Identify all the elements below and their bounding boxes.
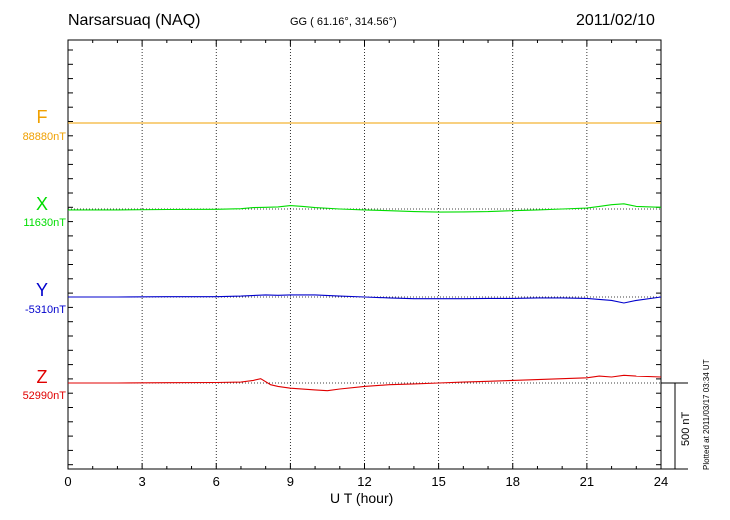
plotted-timestamp: Plotted at 2011/03/17 03:34 UT xyxy=(702,359,711,470)
date-label: 2011/02/10 xyxy=(576,12,655,29)
component-label-y: Y xyxy=(35,280,48,300)
x-tick-label: 15 xyxy=(431,474,445,489)
x-tick-label: 12 xyxy=(357,474,371,489)
component-label-x: X xyxy=(35,194,48,214)
series-y-line xyxy=(68,294,662,304)
x-tick-label: 6 xyxy=(213,474,220,489)
component-baseline-z: 52990nT xyxy=(22,390,66,402)
component-baseline-f: 88880nT xyxy=(22,131,66,143)
series-x-line xyxy=(68,203,662,213)
component-label-z: Z xyxy=(36,367,48,387)
coordinates-label: GG ( 61.16°, 314.56°) xyxy=(290,16,397,28)
x-tick-label: 3 xyxy=(139,474,146,489)
x-tick-label: 0 xyxy=(64,474,71,489)
x-tick-label: 24 xyxy=(654,474,668,489)
x-tick-label: 18 xyxy=(506,474,520,489)
series-z-line xyxy=(68,374,662,392)
x-axis-label: U T (hour) xyxy=(330,490,394,506)
plot-frame xyxy=(67,39,662,470)
component-baseline-y: -5310nT xyxy=(25,304,66,316)
x-tick-label: 21 xyxy=(580,474,594,489)
x-tick-label: 9 xyxy=(287,474,294,489)
component-label-f: F xyxy=(36,107,48,127)
station-title: Narsarsuaq (NAQ) xyxy=(68,12,201,29)
scale-bar-label: 500 nT xyxy=(680,411,692,446)
component-baseline-x: 11630nT xyxy=(23,217,66,229)
